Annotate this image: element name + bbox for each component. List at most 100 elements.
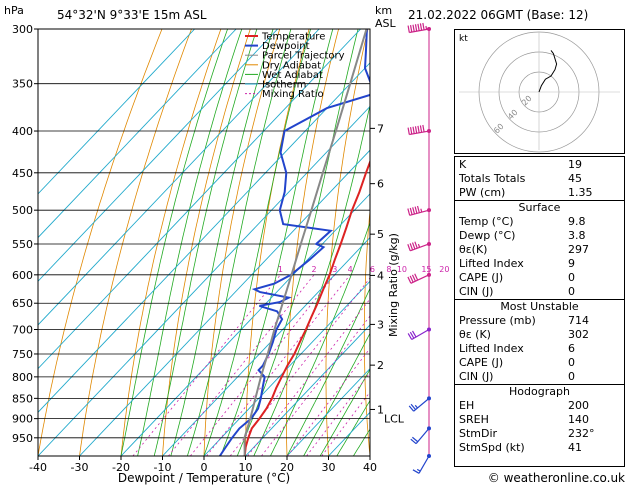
isotherm-line: [38, 29, 195, 195]
pressure-tick-label: 300: [12, 23, 33, 36]
index-value: 1.35: [568, 186, 593, 199]
index-row: Lifted Index 9: [455, 257, 624, 271]
temp-tick-label: 10: [239, 461, 253, 474]
hodograph-ring-label: 60: [492, 122, 506, 136]
hodograph-ring-label: 20: [520, 94, 534, 108]
km-tick-label: 7: [377, 122, 384, 135]
index-label: StmSpd (kt): [459, 441, 525, 454]
index-label: SREH: [459, 413, 489, 426]
isotherm-line: [120, 193, 370, 456]
index-row: StmSpd (kt) 41: [455, 441, 624, 455]
legend-label: Dewpoint: [262, 41, 310, 52]
index-row: CIN (J) 0: [455, 285, 624, 299]
isotherm-line: [38, 105, 370, 456]
index-label: Temp (°C): [459, 215, 514, 228]
index-value: 232°: [568, 427, 595, 440]
index-label: PW (cm): [459, 186, 506, 199]
index-label: Lifted Index: [459, 257, 524, 270]
pressure-tick-label: 350: [12, 78, 33, 91]
location-title: 54°32'N 9°33'E 15m ASL: [57, 8, 207, 22]
legend-label: Mixing Ratio: [262, 89, 324, 100]
legend-label: Temperature: [261, 32, 325, 43]
index-row: θε (K) 302: [455, 328, 624, 342]
index-label: θε(K): [459, 243, 488, 256]
index-label: CIN (J): [459, 370, 494, 383]
pressure-tick-label: 950: [12, 432, 33, 445]
index-row: Temp (°C) 9.8: [455, 215, 624, 229]
mixing-ratio-label: 2: [311, 265, 316, 274]
isotherm-line: [38, 62, 370, 413]
dry-adiabat-line: [401, 29, 427, 456]
wind-barbs: [407, 22, 431, 474]
mixing-ratio-label: 6: [370, 265, 375, 274]
surface-section-title: Surface: [518, 201, 561, 214]
pressure-tick-label: 800: [12, 371, 33, 384]
legend-label: Wet Adiabat: [262, 70, 323, 81]
index-value: 19: [568, 158, 582, 171]
legend-label: Dry Adiabat: [262, 60, 321, 71]
index-value: 9: [568, 257, 575, 270]
hodograph-section-title: Hodograph: [509, 385, 570, 398]
index-row: SREH 140: [455, 413, 624, 427]
mixing-ratio-label: 3: [332, 265, 337, 274]
isotherm-line: [286, 367, 370, 456]
index-label: Pressure (mb): [459, 314, 536, 327]
most-unstable-table: Pressure (mb) 714 θε (K) 302 Lifted Index 6 CA…: [455, 314, 624, 384]
index-value: 0: [568, 271, 575, 284]
mixing-ratio-label: 20: [439, 265, 449, 274]
index-label: EH: [459, 399, 475, 412]
index-value: 41: [568, 441, 582, 454]
index-value: 6: [568, 342, 575, 355]
index-value: 200: [568, 399, 589, 412]
pressure-tick-label: 750: [12, 348, 33, 361]
index-value: 9.8: [568, 215, 586, 228]
pressure-tick-label: 550: [12, 238, 33, 251]
indices-panel: K 19 Totals Totals 45 PW (cm) 1.35 Surface Te…: [454, 156, 625, 467]
index-row: CAPE (J) 0: [455, 271, 624, 285]
mixing-ratio-line: [229, 277, 370, 456]
index-value: 140: [568, 413, 589, 426]
index-row: Dewp (°C) 3.8: [455, 229, 624, 243]
pressure-tick-label: 650: [12, 297, 33, 310]
indices-top-table: K 19 Totals Totals 45 PW (cm) 1.35: [455, 158, 624, 200]
hodograph-ring-label: 40: [506, 108, 520, 122]
index-row: K 19: [455, 158, 624, 172]
mixing-ratio-line: [132, 274, 281, 456]
km-tick-label: 6: [377, 178, 384, 191]
footer-copyright: © weatheronline.co.uk: [488, 471, 625, 485]
hodograph-trace: [538, 50, 558, 93]
mixing-ratio-label: 10: [397, 265, 407, 274]
wind-barb: [407, 328, 430, 341]
lcl-label: LCL: [384, 413, 405, 426]
legend-label: Parcel Trajectory: [262, 51, 345, 62]
isotherm-line: [38, 29, 320, 326]
temp-tick-label: -30: [71, 461, 89, 474]
legend-label: Isotherm: [262, 80, 306, 91]
mixing-ratio-label: 4: [348, 265, 353, 274]
profiles: [218, 29, 370, 456]
hodograph-table: EH 200 SREH 140 StmDir 232° StmSpd (kt) 41: [455, 399, 624, 455]
index-row: CAPE (J) 0: [455, 356, 624, 370]
parcel-trajectory-line: [243, 29, 368, 456]
index-row: Lifted Index 6: [455, 342, 624, 356]
unstable-section-title: Most Unstable: [500, 300, 579, 313]
index-value: 3.8: [568, 229, 586, 242]
index-label: θε (K): [459, 328, 491, 341]
pressure-tick-label: 400: [12, 125, 33, 138]
wind-barb: [408, 397, 430, 412]
isotherms: [38, 29, 370, 456]
index-value: 0: [568, 356, 575, 369]
dewpoint-line: [218, 29, 370, 456]
temp-tick-label: 40: [363, 461, 377, 474]
temp-tick-label: 20: [280, 461, 294, 474]
index-label: Dewp (°C): [459, 229, 516, 242]
km-tick-label: 2: [377, 359, 384, 372]
index-row: EH 200: [455, 399, 624, 413]
index-label: Totals Totals: [459, 172, 526, 185]
wind-barb: [407, 205, 430, 216]
pressure-unit-label: hPa: [4, 4, 24, 17]
index-row: StmDir 232°: [455, 427, 624, 441]
km-unit-label: km: [375, 4, 392, 17]
km-tick-label: 5: [377, 228, 384, 241]
